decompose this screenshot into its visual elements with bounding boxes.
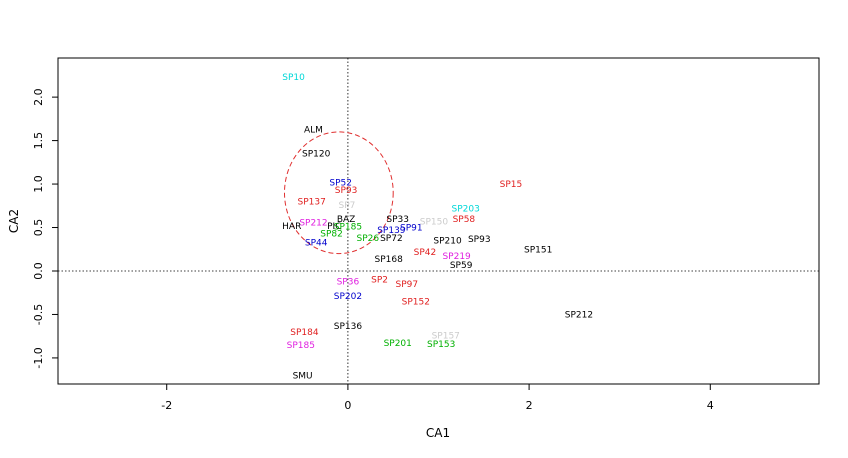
point-label: SP212 xyxy=(299,218,327,228)
point-label: SP184 xyxy=(290,328,319,338)
point-label: ALM xyxy=(304,125,323,135)
y-tick-label: 1.0 xyxy=(32,175,45,193)
y-tick-label: 1.5 xyxy=(32,132,45,150)
y-tick-label: 2.0 xyxy=(32,88,45,106)
point-label: SP72 xyxy=(380,234,403,244)
point-label: SP44 xyxy=(305,238,328,248)
point-label: SP7 xyxy=(339,201,356,211)
point-label: SP93 xyxy=(335,186,358,196)
point-label: SP157 xyxy=(432,331,460,341)
point-label: SP42 xyxy=(414,248,437,258)
point-label: SP210 xyxy=(433,237,462,247)
point-label: SP59 xyxy=(450,261,473,271)
point-label: SP36 xyxy=(337,277,360,287)
x-axis-title: CA1 xyxy=(426,426,450,440)
point-label: SP212 xyxy=(565,310,593,320)
point-label: HAR xyxy=(282,222,301,232)
point-label: SP201 xyxy=(384,339,412,349)
point-label: SP203 xyxy=(452,204,480,214)
y-axis: -1.0 -0.5 0.0 0.5 1.0 1.5 2.0 xyxy=(32,88,58,368)
y-tick-label: -1.0 xyxy=(32,347,45,368)
x-tick-label: 0 xyxy=(344,399,351,412)
point-label: SP82 xyxy=(320,230,343,240)
x-tick-label: -2 xyxy=(161,399,172,412)
point-label: SP2 xyxy=(371,276,388,286)
point-label: SP136 xyxy=(334,322,363,332)
point-label: SP168 xyxy=(375,255,404,265)
y-axis-title: CA2 xyxy=(7,209,21,233)
x-tick-label: 4 xyxy=(707,399,714,412)
point-label: SP202 xyxy=(334,292,362,302)
x-axis: -2 0 2 4 xyxy=(161,384,714,412)
y-tick-label: 0.0 xyxy=(32,262,45,280)
point-label: SP97 xyxy=(395,280,418,290)
point-label: SP15 xyxy=(500,180,523,190)
point-label: SP58 xyxy=(453,215,476,225)
point-label: SP150 xyxy=(420,217,449,227)
point-label: SP153 xyxy=(427,340,455,350)
point-label: SP10 xyxy=(282,73,305,83)
point-label: SP152 xyxy=(402,297,430,307)
y-tick-label: 0.5 xyxy=(32,219,45,237)
x-tick-label: 2 xyxy=(526,399,533,412)
point-label: SP185 xyxy=(287,341,315,351)
y-tick-label: -0.5 xyxy=(32,304,45,325)
point-label: SMU xyxy=(293,371,313,381)
point-label: SP26 xyxy=(357,234,380,244)
point-label: SP93 xyxy=(468,235,491,245)
point-label: SP137 xyxy=(298,197,326,207)
point-label: SP120 xyxy=(302,150,331,160)
point-label: SP151 xyxy=(524,245,552,255)
